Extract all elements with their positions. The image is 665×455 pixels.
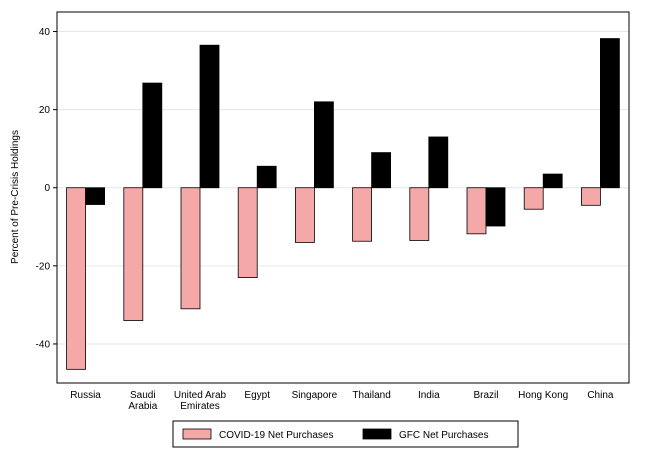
- legend-swatch-covid: [182, 428, 212, 440]
- gfc-bar: [85, 187, 105, 205]
- x-category-label-line: Hong Kong: [518, 390, 568, 401]
- x-category-label-line: United Arab: [174, 390, 227, 401]
- x-category-label: Russia: [70, 390, 101, 401]
- gfc-bar: [428, 136, 449, 189]
- y-axis-title: Percent of Pre-Crisis Holdings: [10, 130, 21, 264]
- covid-bar: [466, 187, 487, 235]
- x-category-label: China: [587, 390, 614, 401]
- legend-label-covid: COVID-19 Net Purchases: [219, 430, 334, 441]
- x-category-label-line: India: [418, 390, 440, 401]
- gfc-bar: [485, 187, 506, 227]
- legend: COVID-19 Net Purchases GFC Net Purchases: [172, 420, 519, 448]
- gfc-bar: [142, 82, 163, 189]
- x-category-label-line: Thailand: [352, 390, 390, 401]
- gfc-bar: [600, 38, 620, 189]
- x-category-label: Saudi Arabia: [128, 390, 157, 412]
- y-axis: 40 20 0 -20 -40: [36, 27, 57, 350]
- legend-label-gfc: GFC Net Purchases: [399, 430, 488, 441]
- x-category-label: Hong Kong: [518, 390, 568, 401]
- plot-frame: [56, 11, 630, 384]
- x-category-label: Egypt: [244, 390, 270, 401]
- x-category-label-line: Egypt: [244, 390, 270, 401]
- legend-box: [172, 420, 519, 448]
- covid-bar: [237, 187, 258, 278]
- x-category-label: United Arab Emirates: [174, 390, 227, 412]
- x-category-label: Thailand: [352, 390, 390, 401]
- x-category-label-line: China: [587, 390, 614, 401]
- gfc-bar: [542, 173, 563, 189]
- x-category-label: Singapore: [292, 390, 338, 401]
- gfc-bar: [313, 101, 334, 189]
- x-category-label-line: Singapore: [292, 390, 338, 401]
- legend-swatch-gfc: [362, 428, 392, 440]
- x-category-label-line: Emirates: [180, 401, 219, 412]
- y-tick-label: -40: [36, 339, 51, 350]
- covid-bar: [294, 187, 315, 243]
- covid-bar: [581, 187, 601, 206]
- gfc-bar: [199, 44, 220, 189]
- x-category-label-line: Russia: [70, 390, 101, 401]
- y-tick-label: 40: [39, 27, 51, 38]
- covid-bar: [123, 187, 144, 321]
- x-category-label-line: Brazil: [473, 390, 498, 401]
- x-category-label: India: [418, 390, 440, 401]
- covid-bar: [523, 187, 544, 210]
- covid-bar: [352, 187, 373, 242]
- x-axis: Russia Saudi Arabia United Arab Emirates Egyp…: [70, 390, 614, 412]
- covid-bar: [180, 187, 201, 310]
- bars: [66, 38, 620, 370]
- y-tick-label: 20: [39, 105, 51, 116]
- x-category-label-line: Saudi: [130, 390, 156, 401]
- y-tick-label: 0: [44, 183, 50, 194]
- plot-border: [56, 11, 630, 384]
- covid-bar: [66, 187, 86, 370]
- y-tick-label: -20: [36, 261, 51, 272]
- gfc-bar: [256, 165, 277, 189]
- covid-bar: [409, 187, 430, 241]
- gfc-bar: [371, 152, 392, 189]
- x-category-label-line: Arabia: [128, 401, 157, 412]
- x-category-label: Brazil: [473, 390, 498, 401]
